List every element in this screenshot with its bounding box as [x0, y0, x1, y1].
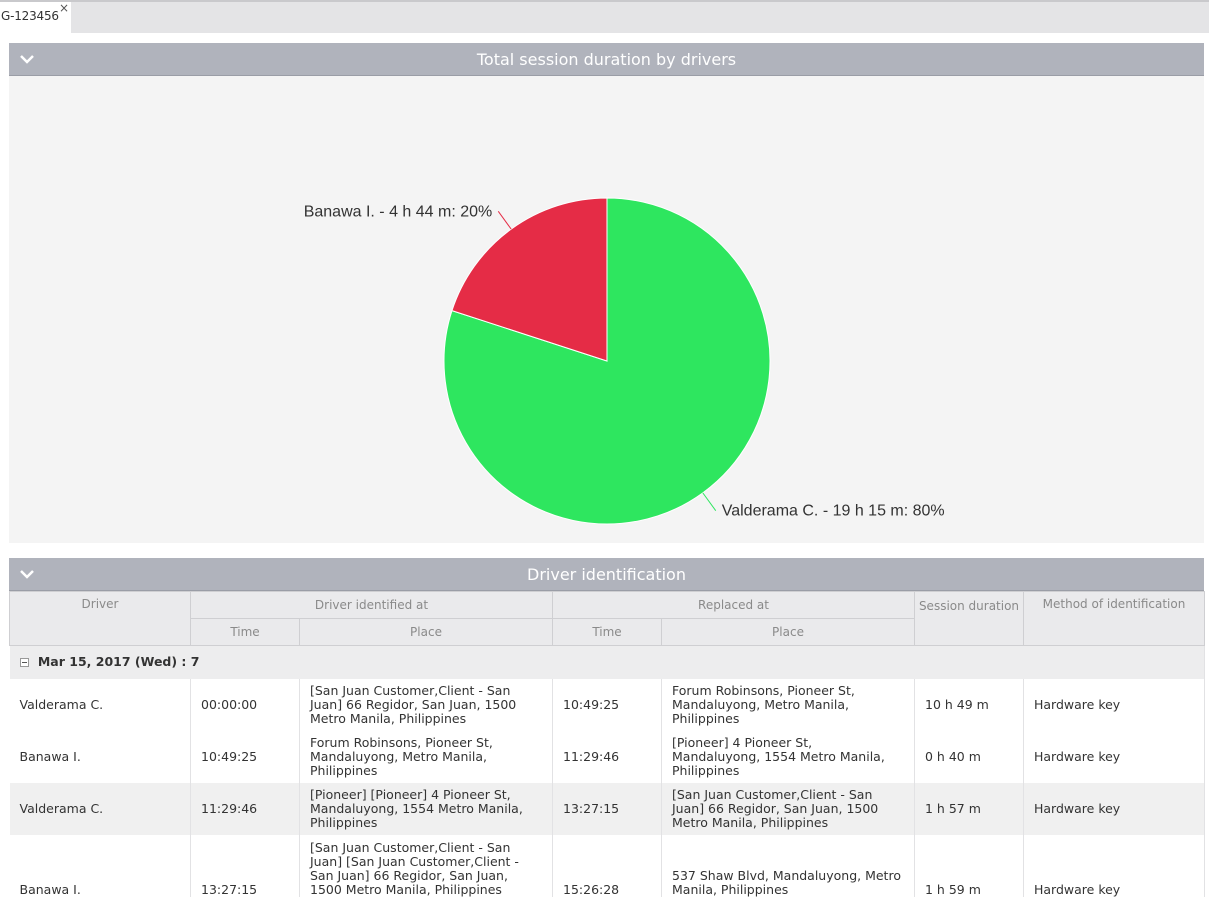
group-label: Mar 15, 2017 (Wed) : 7	[37, 654, 200, 670]
cell-method: Hardware key	[1023, 730, 1205, 783]
cell-duration: 1 h 59 m	[914, 834, 1024, 897]
table-panel-header[interactable]: Driver identification	[9, 558, 1204, 591]
cell-rep-place: [San Juan Customer,Client - San Juan] 66…	[661, 782, 915, 835]
table-panel: Driver identification Driver Driver iden…	[9, 558, 1205, 897]
cell-rep-time: 15:26:28	[552, 834, 662, 897]
cell-id-place: Forum Robinsons, Pioneer St, Mandaluyong…	[299, 730, 553, 783]
col-session-duration[interactable]: Session duration	[914, 591, 1024, 646]
table-row[interactable]: Valderama C. 00:00:00 [San Juan Customer…	[9, 678, 1205, 731]
chevron-down-icon[interactable]	[19, 568, 35, 580]
chevron-down-icon[interactable]	[19, 53, 35, 65]
cell-driver: Valderama C.	[9, 782, 191, 835]
cell-duration: 10 h 49 m	[914, 678, 1024, 731]
col-driver[interactable]: Driver	[9, 591, 191, 646]
cell-duration: 0 h 40 m	[914, 730, 1024, 783]
cell-rep-place: 537 Shaw Blvd, Mandaluyong, Metro Manila…	[661, 834, 915, 897]
pie-chart-svg: Valderama C. - 19 h 15 m: 80% Banawa I. -…	[304, 197, 945, 525]
chart-panel-header[interactable]: Total session duration by drivers	[9, 43, 1204, 76]
table-row[interactable]: Banawa I. 13:27:15 [San Juan Customer,Cl…	[9, 834, 1205, 897]
driver-identification-table: Driver Driver identified at Replaced at …	[9, 591, 1205, 897]
cell-method: Hardware key	[1023, 834, 1205, 897]
cell-id-time: 10:49:25	[190, 730, 300, 783]
group-row[interactable]: Mar 15, 2017 (Wed) : 7	[9, 645, 1205, 679]
col-rep-place[interactable]: Place	[661, 618, 915, 646]
cell-id-time: 11:29:46	[190, 782, 300, 835]
table-row[interactable]: Banawa I. 10:49:25 Forum Robinsons, Pion…	[9, 730, 1205, 783]
cell-id-place: [San Juan Customer,Client - San Juan] 66…	[299, 678, 553, 731]
chart-panel-title: Total session duration by drivers	[476, 50, 737, 69]
pie-chart: Valderama C. - 19 h 15 m: 80% Banawa I. -…	[9, 76, 1204, 543]
cell-id-time: 13:27:15	[190, 834, 300, 897]
cell-id-time: 00:00:00	[190, 678, 300, 731]
cell-rep-place: Forum Robinsons, Pioneer St, Mandaluyong…	[661, 678, 915, 731]
pie-leader-1	[497, 211, 512, 230]
cell-method: Hardware key	[1023, 782, 1205, 835]
col-id-time[interactable]: Time	[190, 618, 300, 646]
tab-vehicle[interactable]: G-123456 ×	[0, 2, 71, 33]
cell-duration: 1 h 57 m	[914, 782, 1024, 835]
cell-driver: Valderama C.	[9, 678, 191, 731]
col-identified-at: Driver identified at	[190, 591, 553, 619]
cell-rep-place: [Pioneer] 4 Pioneer St, Mandaluyong, 155…	[661, 730, 915, 783]
col-method[interactable]: Method of identification	[1023, 591, 1205, 646]
col-replaced-at: Replaced at	[552, 591, 915, 619]
col-rep-time[interactable]: Time	[552, 618, 662, 646]
cell-method: Hardware key	[1023, 678, 1205, 731]
pie-leader-0	[702, 492, 717, 511]
table-panel-title: Driver identification	[527, 565, 686, 584]
col-id-place[interactable]: Place	[299, 618, 553, 646]
tab-strip: G-123456 ×	[0, 0, 1209, 33]
cell-driver: Banawa I.	[9, 834, 191, 897]
collapse-icon[interactable]	[19, 658, 29, 668]
pie-label-0: Valderama C. - 19 h 15 m: 80%	[722, 503, 945, 520]
cell-driver: Banawa I.	[9, 730, 191, 783]
cell-rep-time: 13:27:15	[552, 782, 662, 835]
tab-label: G-123456	[1, 9, 59, 23]
cell-id-place: [Pioneer] [Pioneer] 4 Pioneer St, Mandal…	[299, 782, 553, 835]
tab-close-icon[interactable]: ×	[59, 1, 69, 15]
table-row[interactable]: Valderama C. 11:29:46 [Pioneer] [Pioneer…	[9, 782, 1205, 835]
cell-rep-time: 11:29:46	[552, 730, 662, 783]
pie-label-1: Banawa I. - 4 h 44 m: 20%	[304, 203, 493, 220]
pie-slice-1[interactable]	[451, 197, 608, 362]
cell-id-place: [San Juan Customer,Client - San Juan] [S…	[299, 834, 553, 897]
chart-panel: Total session duration by drivers Valder…	[9, 43, 1204, 543]
cell-rep-time: 10:49:25	[552, 678, 662, 731]
